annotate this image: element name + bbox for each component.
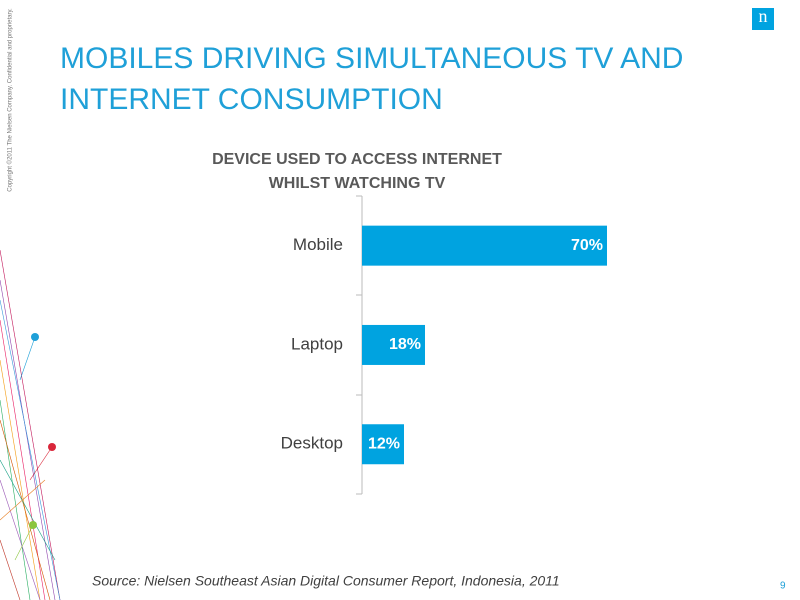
decoration: [0, 249, 61, 600]
plot: Mobile 70% Laptop 18% Desktop 12%: [281, 225, 607, 465]
category-label: Desktop: [281, 434, 343, 453]
chart-title: WHILST WATCHING TV: [269, 175, 446, 192]
category-axis: [356, 195, 363, 495]
slide-title: INTERNET CONSUMPTION: [60, 83, 443, 116]
value-label: 12%: [368, 435, 400, 452]
page-number: 9: [780, 581, 786, 592]
logo: n: [759, 6, 768, 26]
bar: [362, 324, 425, 365]
slide-title: MOBILES DRIVING SIMULTANEOUS TV AND: [60, 42, 683, 75]
bar: [362, 225, 607, 266]
bar: [362, 424, 404, 465]
copyright: Copyright ©2011 The Nielsen Company. Con…: [7, 8, 14, 192]
value-label: 18%: [389, 336, 421, 353]
logo-box: [752, 8, 774, 30]
chart-title: DEVICE USED TO ACCESS INTERNET: [212, 151, 502, 168]
category-label: Laptop: [291, 334, 343, 353]
category-label: Mobile: [293, 235, 343, 254]
value-label: 70%: [571, 237, 603, 254]
source: Source: Nielsen Southeast Asian Digital …: [92, 573, 560, 589]
